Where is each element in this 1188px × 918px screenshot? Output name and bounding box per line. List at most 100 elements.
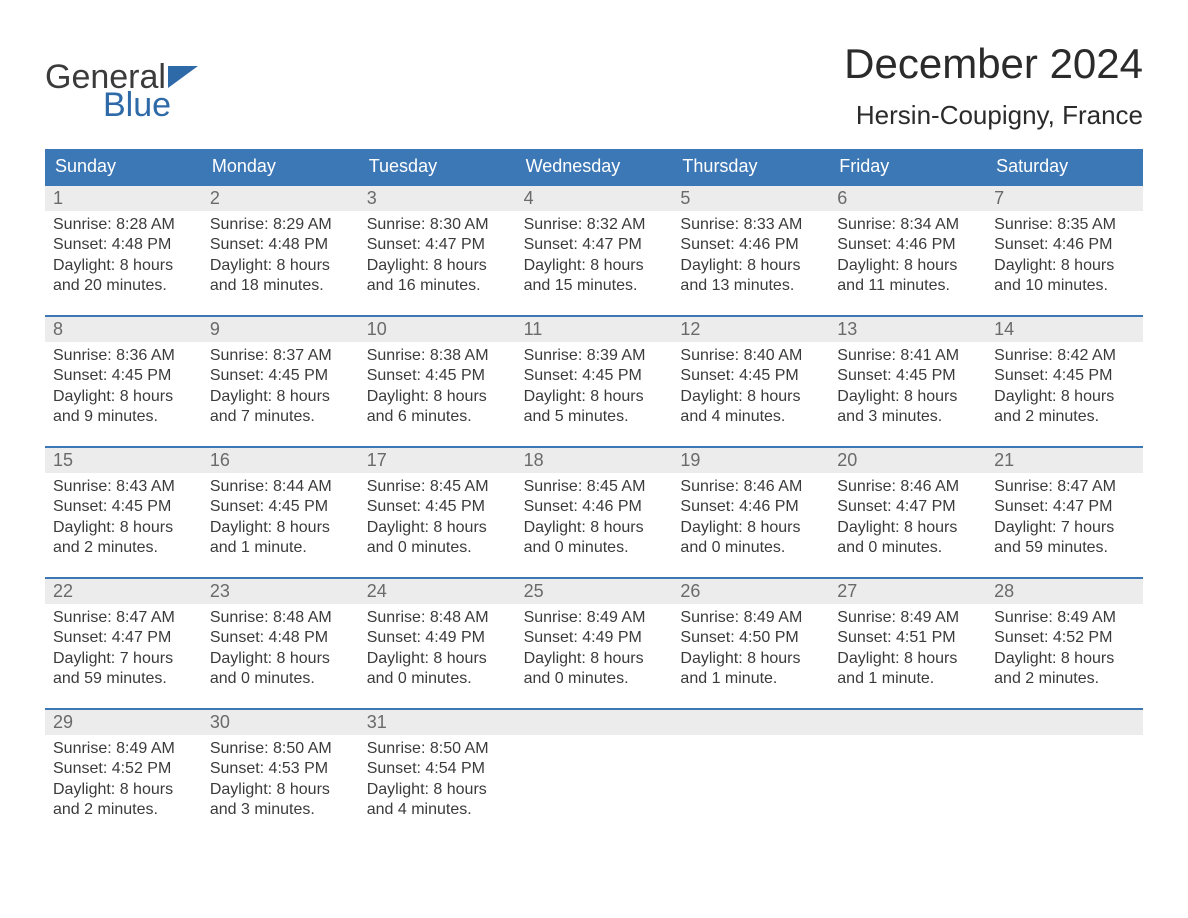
day-number: 17 — [359, 448, 516, 473]
day-number: 21 — [986, 448, 1143, 473]
sunrise-text: Sunrise: 8:46 AM — [837, 477, 978, 497]
sunset-text: Sunset: 4:47 PM — [53, 628, 194, 648]
day-cell: Sunrise: 8:49 AMSunset: 4:52 PMDaylight:… — [45, 735, 202, 839]
daylight-text-line1: Daylight: 8 hours — [367, 256, 508, 276]
day-number: 24 — [359, 579, 516, 604]
day-cell: Sunrise: 8:35 AMSunset: 4:46 PMDaylight:… — [986, 211, 1143, 315]
day-number: 15 — [45, 448, 202, 473]
weekday-header: Tuesday — [359, 149, 516, 184]
sunrise-text: Sunrise: 8:47 AM — [53, 608, 194, 628]
weekday-header: Wednesday — [516, 149, 673, 184]
day-body-row: Sunrise: 8:36 AMSunset: 4:45 PMDaylight:… — [45, 342, 1143, 446]
day-number: 27 — [829, 579, 986, 604]
sunrise-text: Sunrise: 8:39 AM — [524, 346, 665, 366]
day-number: 31 — [359, 710, 516, 735]
daylight-text-line1: Daylight: 8 hours — [837, 387, 978, 407]
daylight-text-line1: Daylight: 8 hours — [680, 518, 821, 538]
day-number: 11 — [516, 317, 673, 342]
daylight-text-line2: and 0 minutes. — [680, 538, 821, 558]
day-cell: Sunrise: 8:45 AMSunset: 4:45 PMDaylight:… — [359, 473, 516, 577]
day-cell: Sunrise: 8:28 AMSunset: 4:48 PMDaylight:… — [45, 211, 202, 315]
day-cell — [516, 735, 673, 839]
sunset-text: Sunset: 4:45 PM — [680, 366, 821, 386]
day-number: 5 — [672, 186, 829, 211]
sunset-text: Sunset: 4:45 PM — [367, 497, 508, 517]
sunset-text: Sunset: 4:45 PM — [210, 497, 351, 517]
day-number: 7 — [986, 186, 1143, 211]
day-cell — [672, 735, 829, 839]
location-subtitle: Hersin-Coupigny, France — [844, 100, 1143, 131]
day-cell: Sunrise: 8:46 AMSunset: 4:47 PMDaylight:… — [829, 473, 986, 577]
weekday-header: Sunday — [45, 149, 202, 184]
daylight-text-line2: and 13 minutes. — [680, 276, 821, 296]
day-number: 23 — [202, 579, 359, 604]
sunrise-text: Sunrise: 8:45 AM — [524, 477, 665, 497]
day-cell: Sunrise: 8:33 AMSunset: 4:46 PMDaylight:… — [672, 211, 829, 315]
sunset-text: Sunset: 4:53 PM — [210, 759, 351, 779]
sunset-text: Sunset: 4:47 PM — [367, 235, 508, 255]
day-number: 25 — [516, 579, 673, 604]
header-row: General Blue December 2024 Hersin-Coupig… — [45, 40, 1143, 131]
day-number: 18 — [516, 448, 673, 473]
daylight-text-line2: and 3 minutes. — [210, 800, 351, 820]
day-body-row: Sunrise: 8:47 AMSunset: 4:47 PM Daylight:… — [45, 604, 1143, 708]
daylight-text-line1: Daylight: 8 hours — [524, 256, 665, 276]
day-number: 12 — [672, 317, 829, 342]
day-number-row: 22232425262728 — [45, 579, 1143, 604]
weekday-header: Thursday — [672, 149, 829, 184]
day-number: 16 — [202, 448, 359, 473]
day-cell: Sunrise: 8:39 AMSunset: 4:45 PMDaylight:… — [516, 342, 673, 446]
logo-text-blue: Blue — [103, 88, 198, 122]
brand-logo: General Blue — [45, 60, 198, 122]
sunset-text: Sunset: 4:47 PM — [837, 497, 978, 517]
daylight-text-line2: and 9 minutes. — [53, 407, 194, 427]
sunset-text: Sunset: 4:48 PM — [210, 628, 351, 648]
sunset-text: Sunset: 4:51 PM — [837, 628, 978, 648]
day-number-row: 1234567 — [45, 186, 1143, 211]
daylight-text-line2: and 2 minutes. — [53, 800, 194, 820]
sunset-text: Sunset: 4:45 PM — [837, 366, 978, 386]
sunrise-text: Sunrise: 8:34 AM — [837, 215, 978, 235]
day-number: 28 — [986, 579, 1143, 604]
day-body-row: Sunrise: 8:49 AMSunset: 4:52 PMDaylight:… — [45, 735, 1143, 839]
daylight-text-line2: and 1 minute. — [210, 538, 351, 558]
day-cell: Sunrise: 8:40 AMSunset: 4:45 PMDaylight:… — [672, 342, 829, 446]
daylight-text-line2: and 6 minutes. — [367, 407, 508, 427]
daylight-text-line2: and 2 minutes. — [994, 407, 1135, 427]
weekday-header: Friday — [829, 149, 986, 184]
daylight-text-line2: and 1 minute. — [680, 669, 821, 689]
daylight-text-line2: and 59 minutes. — [53, 669, 194, 689]
sunrise-text: Sunrise: 8:41 AM — [837, 346, 978, 366]
sunrise-text: Sunrise: 8:49 AM — [837, 608, 978, 628]
day-number — [516, 710, 673, 735]
sunset-text: Sunset: 4:46 PM — [680, 497, 821, 517]
day-number-row: 15161718192021 — [45, 448, 1143, 473]
day-number — [986, 710, 1143, 735]
day-cell: Sunrise: 8:34 AMSunset: 4:46 PMDaylight:… — [829, 211, 986, 315]
daylight-text-line1: Daylight: 8 hours — [367, 780, 508, 800]
sunset-text: Sunset: 4:48 PM — [210, 235, 351, 255]
day-cell: Sunrise: 8:43 AMSunset: 4:45 PMDaylight:… — [45, 473, 202, 577]
daylight-text-line2: and 59 minutes. — [994, 538, 1135, 558]
daylight-text-line1: Daylight: 8 hours — [837, 518, 978, 538]
day-cell: Sunrise: 8:48 AMSunset: 4:48 PMDaylight:… — [202, 604, 359, 708]
sunset-text: Sunset: 4:52 PM — [994, 628, 1135, 648]
sunrise-text: Sunrise: 8:46 AM — [680, 477, 821, 497]
sunrise-text: Sunrise: 8:47 AM — [994, 477, 1135, 497]
daylight-text-line1: Daylight: 8 hours — [680, 649, 821, 669]
day-cell: Sunrise: 8:29 AMSunset: 4:48 PMDaylight:… — [202, 211, 359, 315]
daylight-text-line2: and 0 minutes. — [524, 669, 665, 689]
sunrise-text: Sunrise: 8:37 AM — [210, 346, 351, 366]
calendar-week: 22232425262728Sunrise: 8:47 AMSunset: 4:… — [45, 577, 1143, 708]
day-cell — [829, 735, 986, 839]
daylight-text-line2: and 11 minutes. — [837, 276, 978, 296]
daylight-text-line1: Daylight: 8 hours — [53, 780, 194, 800]
daylight-text-line1: Daylight: 8 hours — [53, 256, 194, 276]
sunset-text: Sunset: 4:46 PM — [524, 497, 665, 517]
day-number — [829, 710, 986, 735]
daylight-text-line1: Daylight: 8 hours — [837, 649, 978, 669]
sunrise-text: Sunrise: 8:28 AM — [53, 215, 194, 235]
daylight-text-line1: Daylight: 8 hours — [837, 256, 978, 276]
daylight-text-line2: and 5 minutes. — [524, 407, 665, 427]
sunset-text: Sunset: 4:45 PM — [53, 366, 194, 386]
